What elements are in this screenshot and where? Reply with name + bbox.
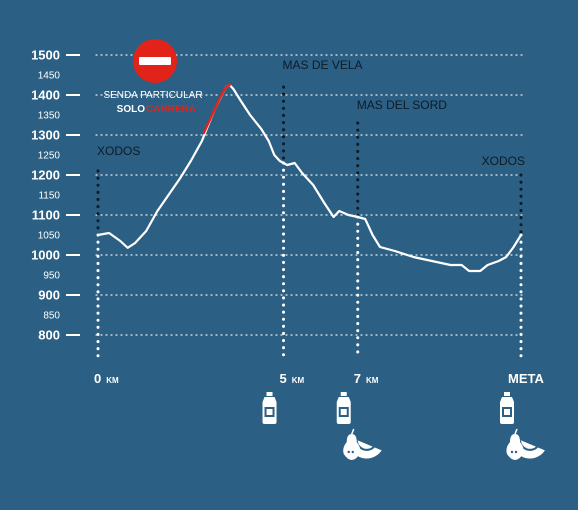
pear-icon <box>343 428 361 460</box>
y-tick-label-minor: 850 <box>43 311 60 322</box>
water-bottle-icon <box>262 392 277 424</box>
x-label-value: 7 <box>354 371 361 386</box>
marker-label: XODOS <box>482 154 525 168</box>
km-markers: XODOS MAS DE VELA MAS DEL SORD XODOS <box>96 58 525 359</box>
pear-icon <box>506 428 524 460</box>
x-label-unit: KM <box>106 376 119 385</box>
y-tick-label-minor: 1350 <box>38 111 61 122</box>
marker-label: MAS DEL SORD <box>357 98 448 112</box>
y-tick-label-minor: 950 <box>43 271 60 282</box>
supply-icons <box>262 392 545 460</box>
x-label-unit: KM <box>366 376 379 385</box>
grid <box>95 54 523 336</box>
marker-label: XODOS <box>97 144 140 158</box>
warning-solo: SOLO <box>117 104 146 115</box>
highlight-segment <box>202 83 231 135</box>
y-tick-label-minor: 1250 <box>38 151 61 162</box>
water-bottle-icon <box>336 392 351 424</box>
y-tick-label: 800 <box>38 328 60 343</box>
x-label-value: 5 <box>280 371 287 386</box>
marker-label: MAS DE VELA <box>283 58 363 72</box>
x-label: 5 KM <box>280 371 305 386</box>
y-tick-label: 1200 <box>31 168 60 183</box>
y-tick-label-minor: 1050 <box>38 231 61 242</box>
water-bottle-icon <box>500 392 514 424</box>
y-tick-label: 900 <box>38 288 60 303</box>
y-tick-label: 1100 <box>32 208 60 223</box>
warning-carrera: CARRERA <box>146 104 196 115</box>
no-entry-icon <box>133 39 177 83</box>
y-tick-label-minor: 1450 <box>38 71 61 82</box>
y-axis-ticks: 1500 1400 1300 1200 1100 1000 900 800 1450 1350 12… <box>31 48 80 343</box>
x-label-value: 0 <box>94 371 101 386</box>
x-label-value: META <box>508 371 544 386</box>
y-tick-label: 1500 <box>31 48 60 63</box>
y-tick-label: 1300 <box>31 128 60 143</box>
warning-note: SENDA PARTICULAR SOLO CARRERA <box>103 39 203 115</box>
warning-line-1: SENDA PARTICULAR <box>103 90 202 101</box>
y-tick-label-minor: 1150 <box>38 191 60 202</box>
y-tick-label: 1000 <box>31 248 60 263</box>
x-axis-labels: 0 KM 5 KM 7 KM META <box>94 371 544 386</box>
x-label-unit: KM <box>292 376 305 385</box>
elevation-line <box>96 83 523 273</box>
x-label: META <box>508 371 544 386</box>
x-label: 0 KM <box>94 371 119 386</box>
x-label: 7 KM <box>354 371 379 386</box>
y-tick-label: 1400 <box>31 88 60 103</box>
elevation-lines <box>96 83 523 273</box>
